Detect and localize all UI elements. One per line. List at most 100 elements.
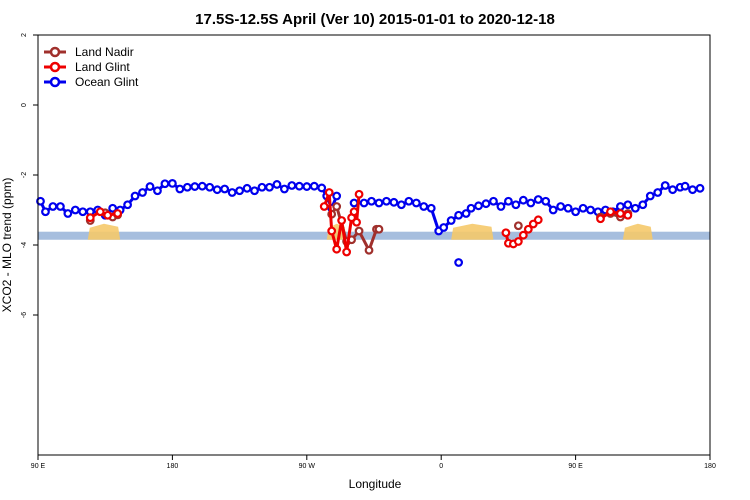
- data-point: [235, 186, 245, 196]
- data-point: [556, 202, 566, 211]
- y-tick-label-4: -6: [21, 312, 28, 318]
- land-marker-3: [622, 223, 653, 240]
- data-point: [578, 203, 588, 213]
- data-point: [130, 191, 140, 201]
- data-point: [160, 179, 170, 189]
- data-point: [454, 210, 464, 220]
- legend-label-0: Land Nadir: [75, 45, 134, 59]
- data-point: [616, 202, 625, 211]
- data-point: [446, 216, 456, 225]
- data-point: [113, 209, 123, 218]
- data-point: [332, 244, 342, 254]
- data-point: [382, 196, 391, 206]
- data-point: [489, 196, 498, 206]
- legend-swatch-marker-0: [49, 46, 61, 58]
- data-point: [695, 183, 705, 193]
- data-point: [606, 207, 615, 217]
- data-point: [63, 209, 73, 218]
- data-point: [280, 184, 289, 194]
- data-point: [349, 207, 359, 217]
- data-point: [108, 203, 118, 213]
- data-point: [294, 181, 304, 191]
- data-point: [227, 188, 237, 197]
- data-point: [571, 207, 580, 217]
- data-point: [518, 195, 528, 205]
- data-point: [205, 182, 215, 192]
- land-marker-0: [87, 223, 121, 240]
- data-point: [103, 210, 113, 220]
- data-point: [461, 209, 471, 218]
- x-tick-label-3: 0: [439, 463, 443, 470]
- data-point: [630, 203, 640, 213]
- data-point: [327, 226, 337, 236]
- y-tick-label-3: -4: [21, 242, 28, 248]
- data-point: [197, 181, 207, 191]
- series-layer: [36, 178, 705, 267]
- data-point: [145, 182, 155, 191]
- data-point: [466, 203, 476, 213]
- data-point: [319, 202, 329, 211]
- legend-label-1: Land Glint: [75, 60, 130, 74]
- data-point: [419, 202, 429, 211]
- data-point: [138, 188, 147, 197]
- data-point: [513, 237, 523, 246]
- data-point: [660, 181, 670, 190]
- y-tick-label-2: -2: [21, 172, 28, 178]
- data-point: [36, 196, 45, 206]
- series-ocean-glint: [36, 178, 705, 267]
- data-point: [265, 182, 274, 192]
- land-marker-2: [451, 223, 494, 240]
- data-point: [653, 188, 663, 197]
- data-point: [349, 198, 359, 208]
- data-point: [596, 214, 605, 224]
- data-point: [212, 185, 222, 195]
- data-point: [324, 188, 334, 197]
- data-point: [638, 200, 648, 210]
- plot-frame: [37, 34, 711, 456]
- data-point: [70, 205, 80, 215]
- data-point: [359, 198, 369, 208]
- data-point: [439, 223, 449, 232]
- x-tick-label-1: 180: [167, 463, 179, 470]
- data-point: [526, 198, 536, 208]
- x-tick-label-4: 90 E: [568, 463, 583, 470]
- data-point: [496, 202, 506, 211]
- data-point: [167, 178, 177, 188]
- data-point: [364, 245, 374, 255]
- data-point: [374, 198, 384, 208]
- data-point: [41, 207, 50, 217]
- x-axis: 90 E 180 90 W 0 90 E 180: [31, 455, 716, 470]
- data-point: [257, 182, 267, 192]
- data-point: [153, 186, 162, 196]
- data-point: [688, 185, 697, 195]
- data-point: [123, 200, 132, 210]
- data-point: [182, 182, 192, 192]
- data-point: [454, 258, 464, 267]
- data-point: [367, 196, 376, 206]
- data-point: [645, 191, 655, 201]
- data-point: [48, 202, 58, 211]
- x-tick-label-5: 180: [704, 463, 716, 470]
- data-point: [354, 189, 364, 199]
- data-point: [426, 203, 436, 213]
- plot-area: [36, 34, 711, 456]
- data-point: [342, 247, 352, 257]
- data-point: [85, 213, 95, 223]
- legend-label-2: Ocean Glint: [75, 75, 139, 89]
- data-point: [511, 200, 521, 210]
- data-point: [668, 185, 678, 195]
- data-point: [95, 207, 105, 217]
- data-point: [513, 221, 523, 231]
- y-axis: 2 0 -2 -4 -6: [21, 33, 38, 318]
- land-markers: [87, 223, 653, 240]
- data-point: [404, 196, 414, 206]
- legend-swatch-marker-1: [49, 61, 61, 73]
- data-point: [474, 201, 483, 211]
- data-point: [586, 205, 595, 215]
- legend-swatch-marker-2: [49, 76, 61, 88]
- y-tick-label-0: 2: [21, 33, 28, 37]
- data-point: [190, 182, 200, 191]
- chart-title: 17.5S-12.5S April (Ver 10) 2015-01-01 to…: [195, 11, 555, 28]
- data-point: [504, 196, 513, 206]
